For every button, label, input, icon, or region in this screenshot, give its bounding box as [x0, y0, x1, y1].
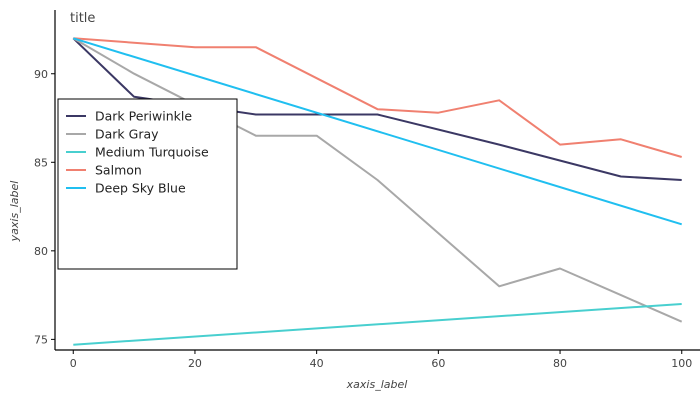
axes: 75 80 85 90 0 20 40 60 80 100 [34, 10, 700, 370]
series-line-salmon [73, 37, 682, 158]
legend-label-dark-periwinkle: Dark Periwinkle [95, 109, 192, 124]
y-tick-label: 80 [34, 245, 48, 258]
series-line-medium-turquoise [73, 303, 682, 346]
legend-label-dark-gray: Dark Gray [95, 127, 159, 142]
series-line-dark-periwinkle [72, 37, 682, 181]
x-tick-label: 60 [431, 357, 445, 370]
x-tick-label: 80 [553, 357, 567, 370]
x-tick-label: 20 [188, 357, 202, 370]
series-lines [72, 37, 683, 346]
chart-title: title [70, 11, 95, 26]
x-axis-title: xaxis_label [346, 378, 408, 391]
y-tick-label: 90 [34, 68, 48, 81]
y-axis-title: yaxis_label [8, 181, 21, 243]
y-tick-label: 85 [34, 156, 48, 169]
legend-label-salmon: Salmon [95, 163, 142, 178]
legend-box [57, 98, 238, 270]
legend-label-medium-turquoise: Medium Turquoise [95, 145, 209, 160]
y-tick-label: 75 [34, 333, 48, 346]
x-tick-label: 40 [310, 357, 324, 370]
legend-label-deep-sky-blue: Deep Sky Blue [95, 181, 186, 196]
series-line-dark-gray [72, 37, 683, 323]
x-tick-label: 0 [70, 357, 77, 370]
series-line-deep-sky-blue [73, 37, 682, 226]
legend: Dark Periwinkle Dark Gray Medium Turquoise… [57, 98, 238, 270]
x-tick-label: 100 [671, 357, 692, 370]
